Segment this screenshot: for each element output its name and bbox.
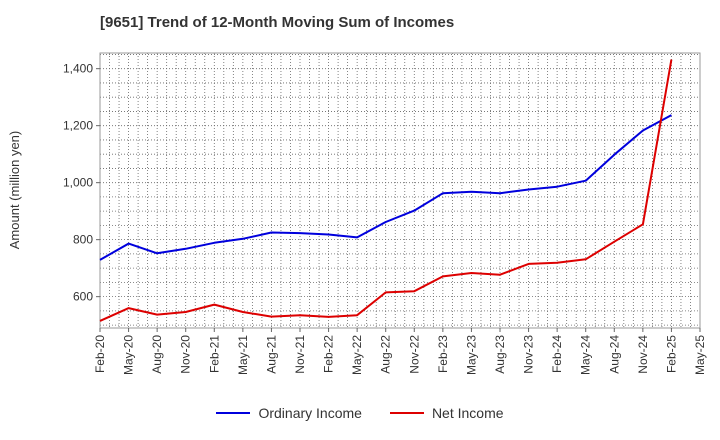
x-axis-ticks: Feb-20 May-20 Aug-20 Nov-20 Feb-21 May-21 Aug-… [93,328,707,375]
y-tick-label: 600 [73,290,93,304]
x-tick-label: Aug-24 [607,335,621,374]
x-tick-label: Nov-23 [522,335,536,374]
y-tick-label: 1,000 [63,176,93,190]
x-tick-label: Feb-25 [664,335,678,373]
x-tick-label: May-22 [350,335,364,375]
x-tick-label: May-24 [579,335,593,375]
x-tick-label: Aug-21 [264,335,278,374]
y-axis-ticks: 600 800 1,000 1,200 1,400 [63,62,100,304]
series-lines [99,59,673,322]
legend: Ordinary Income Net Income [0,405,720,421]
x-tick-label: Feb-22 [322,335,336,373]
legend-label-ordinary-income: Ordinary Income [258,405,362,421]
x-tick-label: May-25 [693,335,707,375]
x-tick-label: Feb-20 [93,335,107,373]
x-tick-label: Nov-21 [293,335,307,374]
series-line-ordinary-income [99,114,672,261]
x-tick-label: Aug-20 [150,335,164,374]
x-tick-label: Feb-21 [207,335,221,373]
x-tick-label: Feb-23 [436,335,450,373]
x-tick-label: Feb-24 [550,335,564,373]
x-tick-label: Nov-20 [179,335,193,374]
legend-item-ordinary-income: Ordinary Income [216,405,362,421]
series-line-net-income [99,59,673,322]
x-tick-label: Nov-22 [407,335,421,374]
y-tick-label: 800 [73,233,93,247]
x-tick-label: May-20 [122,335,136,375]
legend-item-net-income: Net Income [389,405,504,421]
x-tick-label: Aug-23 [493,335,507,374]
x-tick-label: Aug-22 [379,335,393,374]
plot-area-border [99,52,701,329]
y-tick-label: 1,400 [63,62,93,76]
x-tick-label: Nov-24 [636,335,650,374]
legend-label-net-income: Net Income [431,405,504,421]
x-tick-label: May-23 [464,335,478,375]
x-tick-label: May-21 [236,335,250,375]
chart-title: [9651] Trend of 12-Month Moving Sum of I… [100,14,455,31]
grid-lines [100,53,700,328]
y-axis-label: Amount (million yen) [7,131,22,250]
y-tick-label: 1,200 [63,119,93,133]
legend-swatch-ordinary-income [216,412,251,414]
legend-swatch-net-income [389,412,424,414]
